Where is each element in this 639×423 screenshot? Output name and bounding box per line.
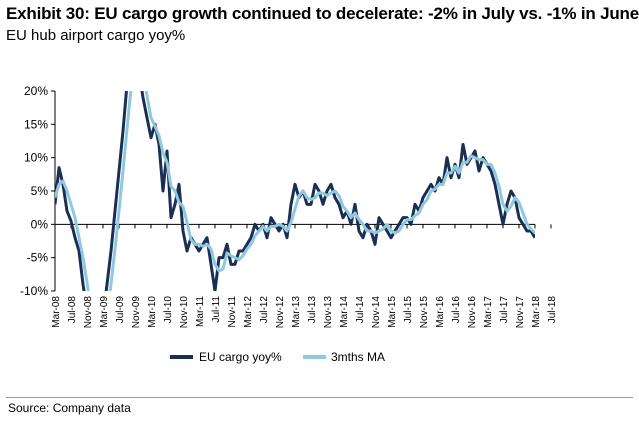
x-tick-label: Jul-13 — [307, 296, 318, 324]
series-line-3m-ma — [55, 91, 535, 291]
x-tick-label: Nov-09 — [131, 296, 142, 329]
x-tick-label: Mar-12 — [243, 296, 254, 328]
x-tick-label: Mar-13 — [291, 296, 302, 328]
x-tick-label: Jul-08 — [67, 296, 78, 324]
x-tick-label: Jul-09 — [115, 296, 126, 324]
x-tick-label: Nov-15 — [419, 296, 430, 329]
legend-label-eu-cargo: EU cargo yoy% — [199, 350, 282, 364]
y-tick-label: 5% — [31, 184, 49, 198]
x-tick-label: Jul-10 — [163, 296, 174, 324]
x-tick-label: Jul-17 — [499, 296, 510, 324]
x-tick-label: Mar-16 — [435, 296, 446, 328]
x-tick-label: Mar-11 — [195, 296, 206, 327]
x-tick-label: Mar-08 — [51, 296, 62, 328]
x-tick-label: Mar-15 — [387, 296, 398, 328]
x-tick-label: Nov-08 — [83, 296, 94, 329]
x-tick-label: Jul-11 — [211, 296, 222, 323]
x-tick-label: Jul-18 — [547, 296, 558, 324]
x-tick-label: Jul-16 — [451, 296, 462, 324]
x-tick-label: Jul-15 — [403, 296, 414, 324]
x-tick-label: Nov-16 — [467, 296, 478, 329]
y-axis-ticks: -10% -5% 0% 5% 10% 15% 20% — [20, 84, 55, 298]
x-tick-label: Mar-09 — [99, 296, 110, 328]
x-tick-label: Mar-18 — [531, 296, 542, 328]
y-tick-label: -10% — [20, 284, 48, 298]
x-axis-ticks: Mar-08 Jul-08 Nov-08 Mar-09 Jul-09 Nov-09 Mar-… — [51, 224, 558, 328]
y-tick-label: -5% — [27, 251, 49, 265]
x-tick-label: Mar-17 — [483, 296, 494, 328]
x-tick-label: Jul-14 — [355, 296, 366, 324]
y-tick-label: 20% — [24, 84, 48, 98]
x-tick-label: Nov-17 — [515, 296, 526, 329]
y-tick-label: 15% — [24, 117, 48, 131]
legend: EU cargo yoy% 3mths MA — [170, 350, 385, 364]
footer-divider — [6, 397, 633, 398]
chart-subtitle: EU hub airport cargo yoy% — [6, 27, 186, 44]
source-note: Source: Company data — [8, 401, 131, 415]
x-tick-label: Nov-12 — [275, 296, 286, 329]
legend-label-3m-ma: 3mths MA — [331, 350, 385, 364]
x-tick-label: Nov-13 — [323, 296, 334, 329]
x-tick-label: Jul-12 — [259, 296, 270, 324]
y-tick-label: 10% — [24, 151, 48, 165]
chart-title: Exhibit 30: EU cargo growth continued to… — [6, 4, 639, 23]
x-tick-label: Mar-10 — [147, 296, 158, 328]
x-tick-label: Nov-14 — [371, 296, 382, 329]
x-tick-label: Mar-14 — [339, 296, 350, 328]
series-line-eu-cargo — [55, 91, 535, 291]
x-tick-label: Nov-11 — [227, 296, 238, 328]
x-tick-label: Nov-10 — [179, 296, 190, 329]
y-tick-label: 0% — [31, 217, 49, 231]
